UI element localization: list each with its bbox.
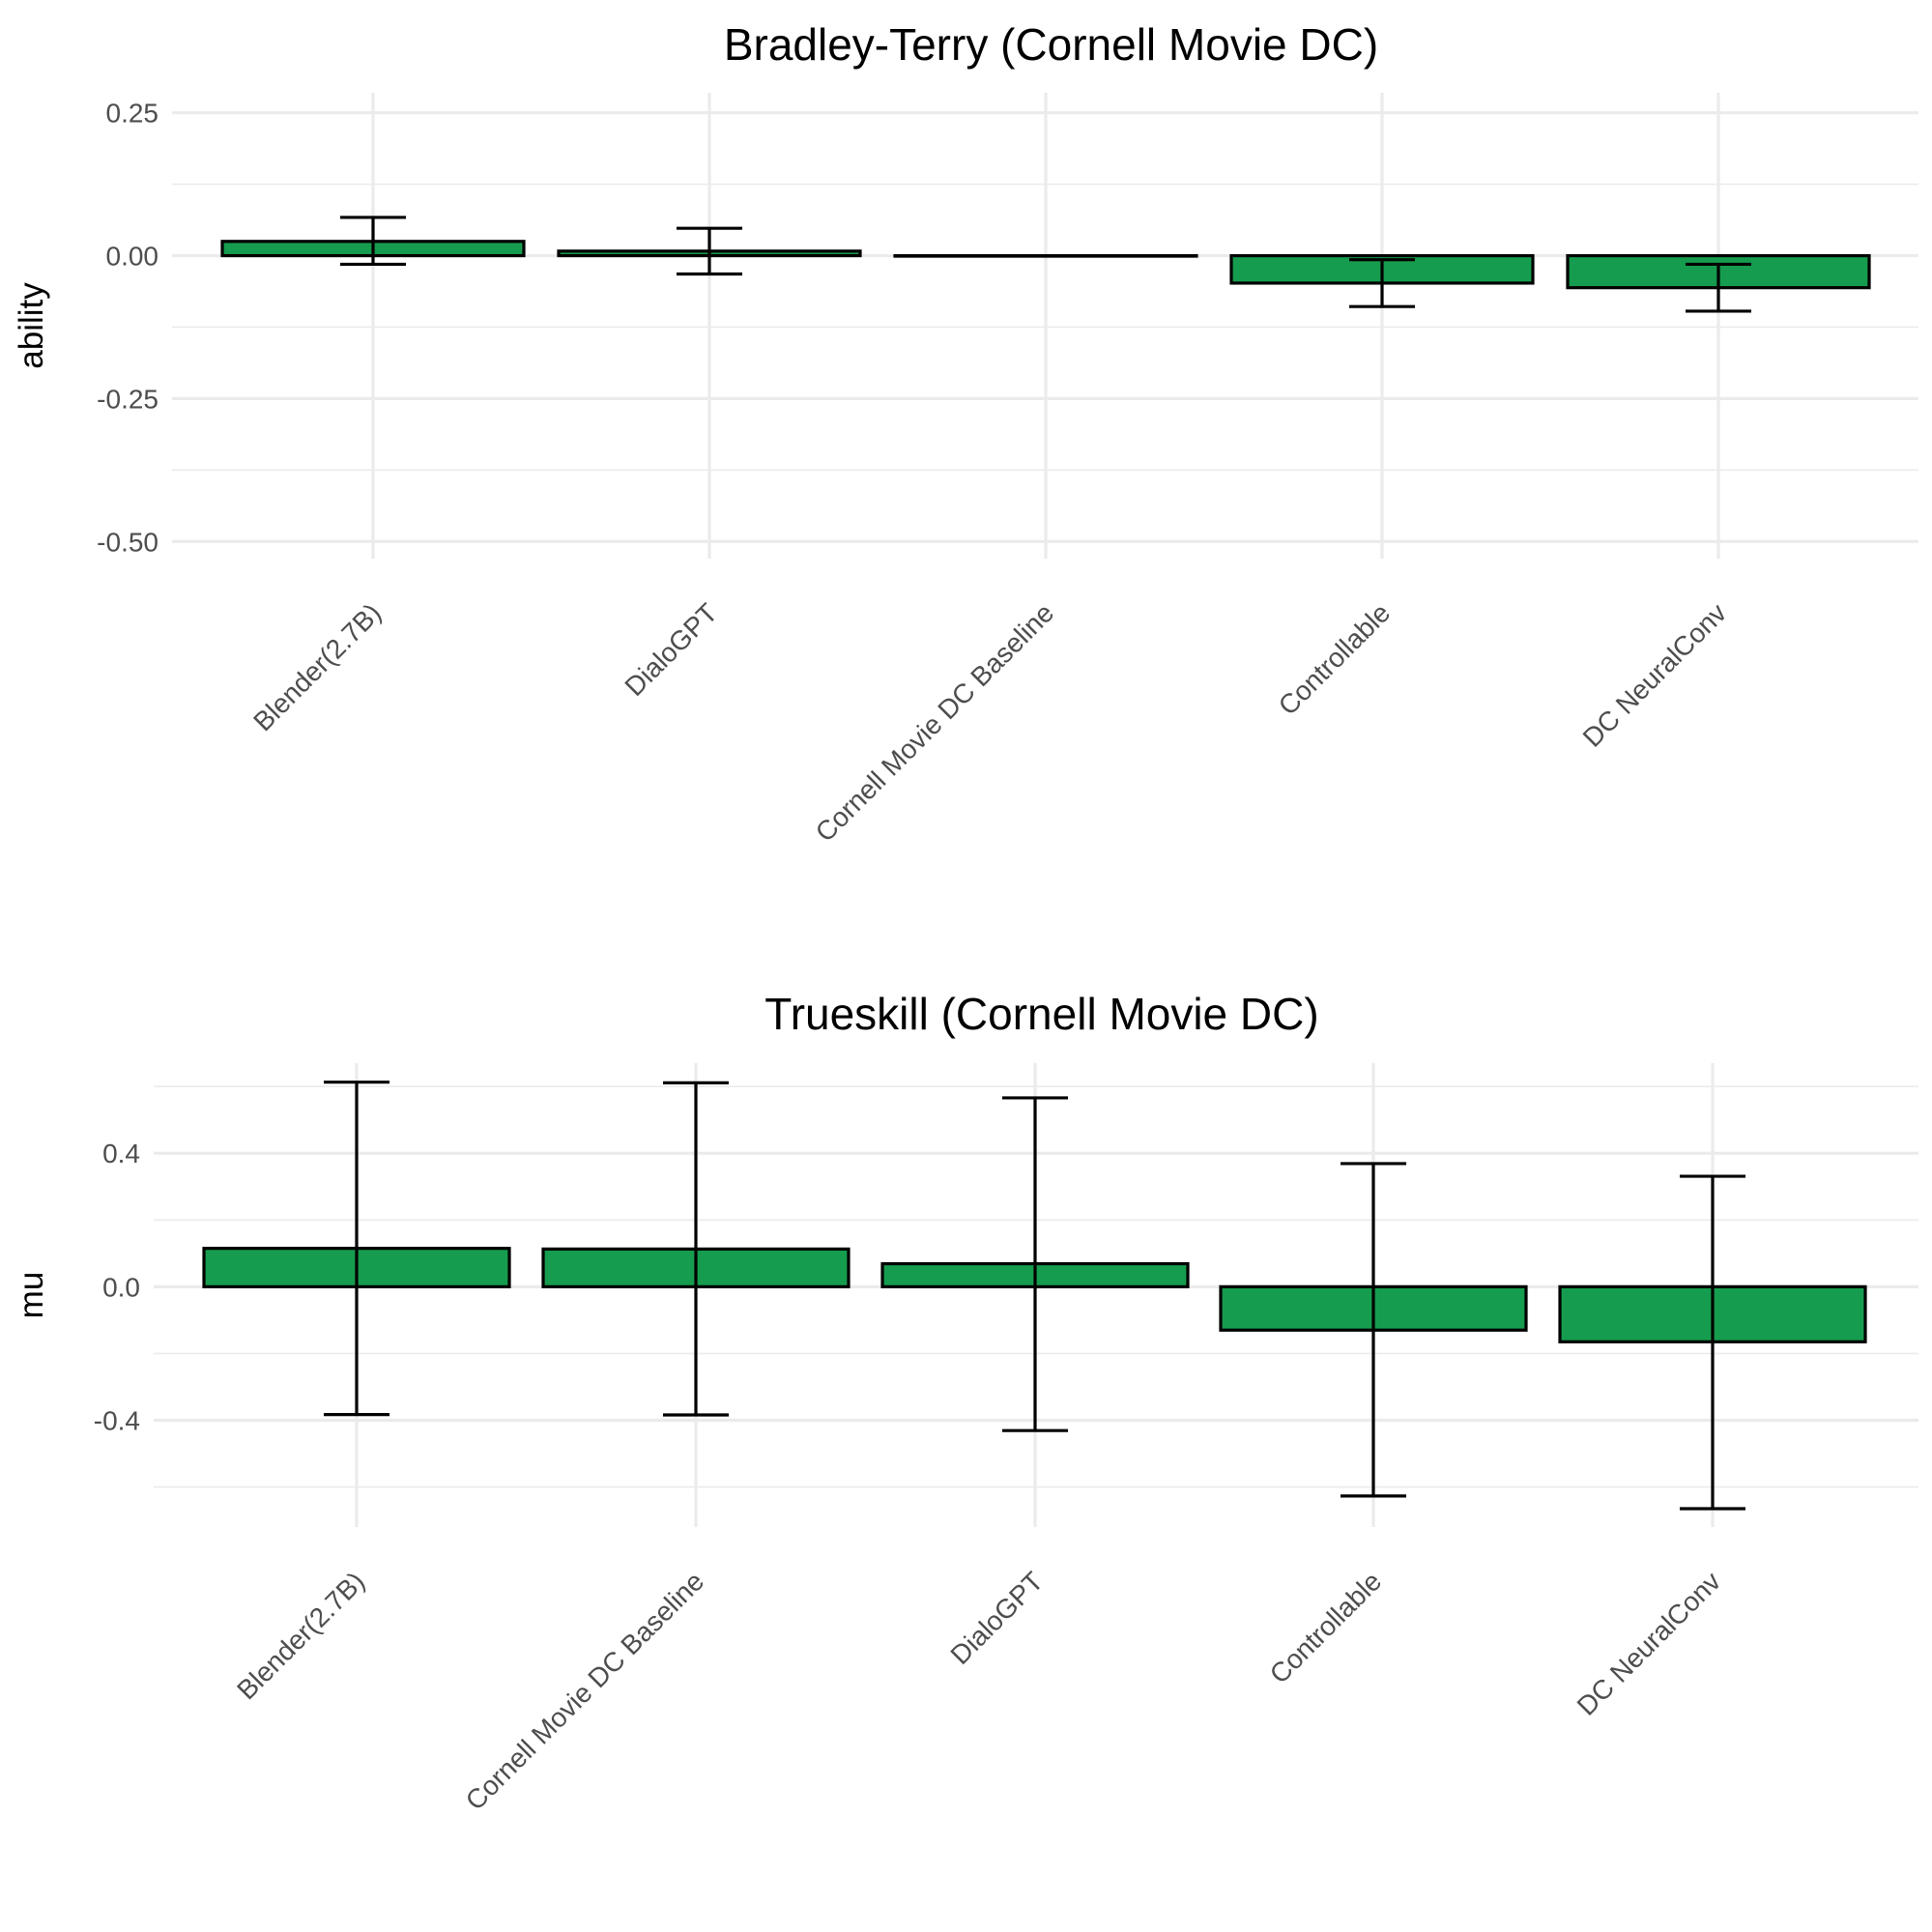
chart-title: Trueskill (Cornell Movie DC) (764, 989, 1318, 1039)
y-tick-label: -0.25 (97, 384, 159, 414)
x-category-label: Cornell Movie DC Baseline (460, 1566, 710, 1816)
x-category-label: Blender(2.7B) (247, 597, 387, 736)
x-category-label: Cornell Movie DC Baseline (810, 597, 1060, 848)
x-category-label: Controllable (1264, 1566, 1388, 1689)
y-tick-label: -0.4 (94, 1405, 140, 1435)
y-tick-label: 0.4 (102, 1139, 140, 1168)
y-tick-label: 0.00 (106, 242, 159, 272)
x-category-label: DC NeuralConv (1572, 1566, 1727, 1721)
chart-title: Bradley-Terry (Cornell Movie DC) (724, 19, 1378, 70)
bradley-terry-panel: 0.25 0.00 -0.25 -0.50 Blender(2.7B) DialoGPT C… (13, 19, 1918, 848)
y-tick-label: 0.0 (102, 1272, 140, 1302)
x-category-label: DialoGPT (619, 597, 723, 702)
x-category-label: DialoGPT (944, 1566, 1049, 1670)
y-tick-label: -0.50 (97, 527, 159, 557)
y-axis-label: mu (13, 1272, 50, 1319)
y-tick-label: 0.25 (106, 99, 159, 129)
trueskill-panel: 0.4 0.0 -0.4 Blender(2.7B) Cornell Movie DC … (13, 989, 1918, 1816)
x-category-label: DC NeuralConv (1577, 597, 1733, 753)
bar (893, 253, 1198, 258)
x-category-label: Blender(2.7B) (231, 1566, 370, 1705)
y-axis-label: ability (13, 282, 50, 369)
x-category-label: Controllable (1273, 597, 1397, 721)
